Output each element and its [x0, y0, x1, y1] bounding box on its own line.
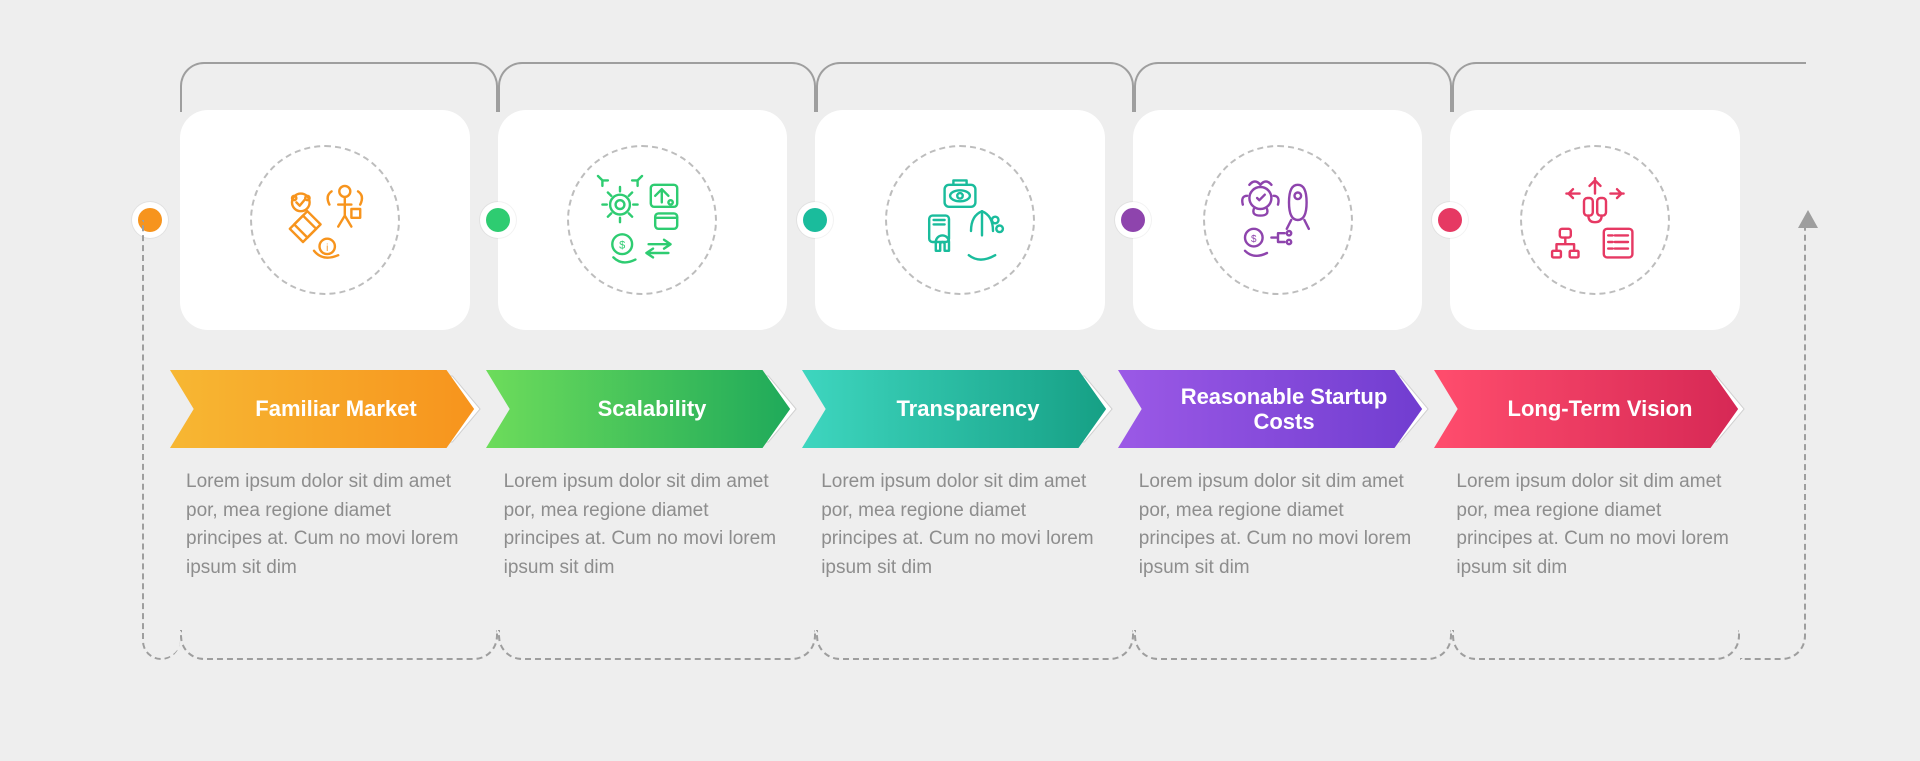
card-scalability: $ [498, 110, 788, 330]
scale-icon: $ [567, 145, 717, 295]
connector-4 [1134, 62, 1452, 112]
dot-transparency [803, 208, 827, 232]
dash-connector-1 [142, 220, 180, 660]
svg-text:$: $ [620, 240, 626, 252]
arrow-label: Reasonable Startup Costs [1118, 384, 1434, 435]
connector-1 [180, 62, 498, 112]
icon-card-row: i $ [180, 110, 1740, 330]
card-transparency [815, 110, 1105, 330]
arrow-familiar-market: Familiar Market [170, 370, 486, 448]
connector-3 [816, 62, 1134, 112]
connector-5 [1452, 62, 1806, 112]
arrow-label: Scalability [558, 396, 731, 421]
costs-icon: $ [1203, 145, 1353, 295]
connector-2 [498, 62, 816, 112]
dash-connector-end [1740, 220, 1806, 660]
svg-text:i: i [326, 243, 328, 254]
body-long-term-vision: Lorem ipsum dolor sit dim amet por, mea … [1450, 468, 1740, 582]
body-scalability: Lorem ipsum dolor sit dim amet por, mea … [498, 468, 788, 582]
arrow-label: Familiar Market [215, 396, 440, 421]
dot-long-term-vision [1438, 208, 1462, 232]
arrow-transparency: Transparency [802, 370, 1118, 448]
card-long-term-vision [1450, 110, 1740, 330]
arrow-label: Transparency [856, 396, 1063, 421]
dot-startup-costs [1121, 208, 1145, 232]
arrow-banner-row: Familiar Market Scalability Transparency [170, 370, 1750, 448]
transparency-icon [885, 145, 1035, 295]
arrow-label: Long-Term Vision [1468, 396, 1717, 421]
vision-icon [1520, 145, 1670, 295]
card-familiar-market: i [180, 110, 470, 330]
arrow-startup-costs: Reasonable Startup Costs [1118, 370, 1434, 448]
arrow-long-term-vision: Long-Term Vision [1434, 370, 1750, 448]
dash-connector-4 [816, 630, 1134, 660]
body-text-row: Lorem ipsum dolor sit dim amet por, mea … [180, 468, 1740, 582]
svg-text:$: $ [1251, 234, 1257, 245]
body-familiar-market: Lorem ipsum dolor sit dim amet por, mea … [180, 468, 470, 582]
card-startup-costs: $ [1133, 110, 1423, 330]
dash-connector-3 [498, 630, 816, 660]
infographic-stage: i $ [110, 70, 1810, 690]
arrow-scalability: Scalability [486, 370, 802, 448]
dash-connector-6 [1452, 630, 1740, 660]
dash-connector-2 [180, 630, 498, 660]
body-startup-costs: Lorem ipsum dolor sit dim amet por, mea … [1133, 468, 1423, 582]
body-transparency: Lorem ipsum dolor sit dim amet por, mea … [815, 468, 1105, 582]
dash-connector-5 [1134, 630, 1452, 660]
market-icon: i [250, 145, 400, 295]
dot-scalability [486, 208, 510, 232]
